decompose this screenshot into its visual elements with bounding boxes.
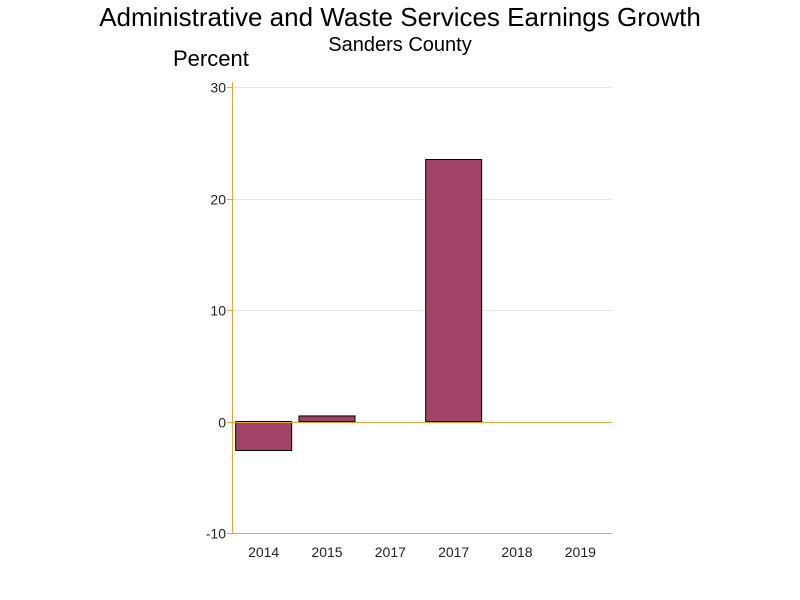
- x-tick-label: 2017: [375, 544, 406, 560]
- bar: [235, 421, 293, 451]
- x-tick-label: 2017: [438, 544, 469, 560]
- y-tick-label: 0: [218, 415, 226, 431]
- x-tick-label: 2014: [248, 544, 279, 560]
- y-tick-label: 10: [210, 303, 226, 319]
- x-tick-label: 2015: [311, 544, 342, 560]
- x-tick-label: 2019: [565, 544, 596, 560]
- y-tick-label: 30: [210, 80, 226, 96]
- y-tick-label: -10: [206, 526, 226, 542]
- bar: [298, 415, 356, 422]
- chart-subtitle: Sanders County: [328, 34, 472, 56]
- x-tick-label: 2018: [501, 544, 532, 560]
- y-tick-label: 20: [210, 192, 226, 208]
- y-axis-label: Percent: [173, 46, 249, 71]
- chart-title: Administrative and Waste Services Earnin…: [99, 2, 701, 32]
- bar: [425, 158, 483, 422]
